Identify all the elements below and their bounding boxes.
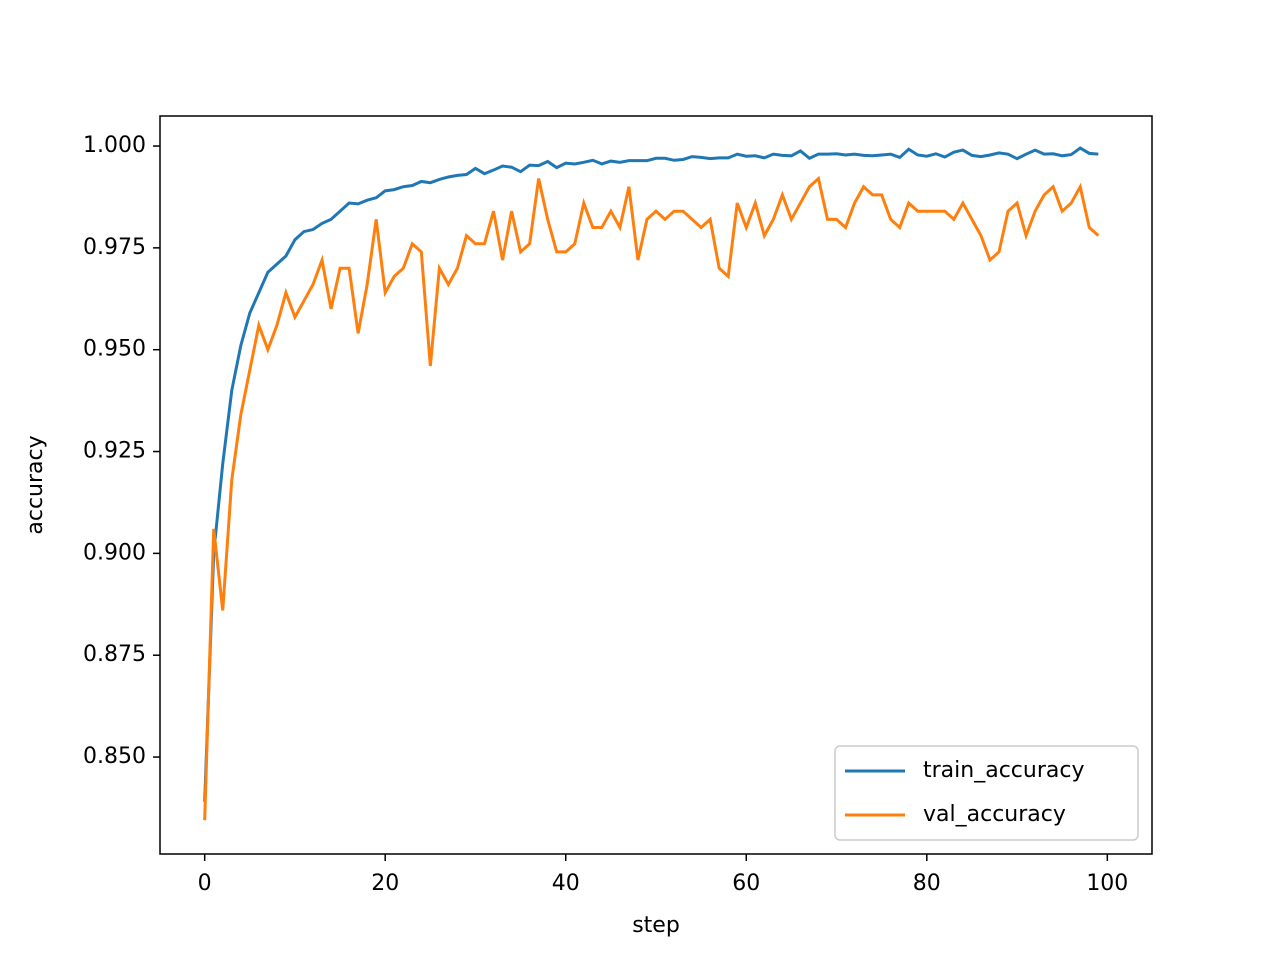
y-tick-label: 0.925 xyxy=(83,439,146,464)
y-tick-label: 0.875 xyxy=(83,642,146,667)
y-axis-label: accuracy xyxy=(23,435,48,534)
x-tick-label: 60 xyxy=(732,871,760,896)
x-axis-label: step xyxy=(632,913,680,938)
y-tick-label: 1.000 xyxy=(83,133,146,158)
series-line xyxy=(203,146,1099,802)
y-tick-label: 0.850 xyxy=(83,744,146,769)
x-tick-label: 20 xyxy=(371,871,399,896)
legend-label: train_accuracy xyxy=(923,758,1084,783)
x-tick-label: 100 xyxy=(1086,871,1128,896)
legend-box xyxy=(834,745,1139,841)
x-tick-label: 0 xyxy=(198,871,212,896)
legend-label: val_accuracy xyxy=(923,802,1066,827)
series-line xyxy=(203,175,1100,821)
x-tick-label: 80 xyxy=(913,871,941,896)
y-tick-label: 0.900 xyxy=(83,540,146,565)
plot-frame xyxy=(159,115,1153,855)
y-tick-label: 0.975 xyxy=(83,235,146,260)
x-tick-label: 40 xyxy=(552,871,580,896)
y-tick-label: 0.950 xyxy=(83,337,146,362)
